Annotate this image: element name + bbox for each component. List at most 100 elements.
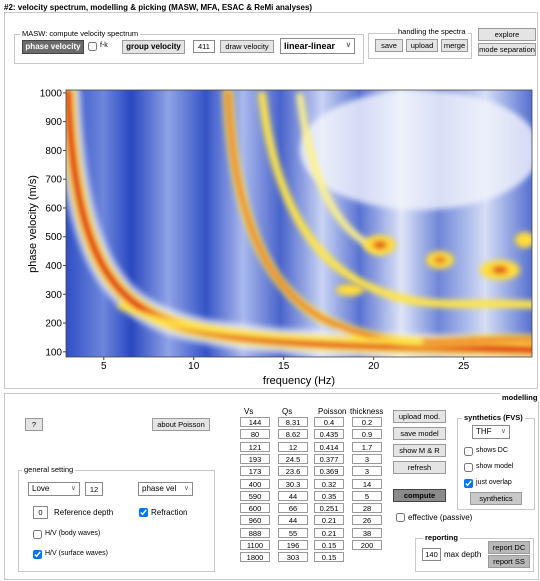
x-tick-label: 15: [278, 361, 290, 372]
model-cell[interactable]: 303: [278, 552, 308, 563]
general-setting-group: [18, 470, 215, 572]
refresh-button[interactable]: refresh: [393, 461, 446, 474]
model-cell[interactable]: 0.21: [314, 515, 344, 526]
just-overlap-checkbox[interactable]: [464, 479, 473, 488]
model-cell[interactable]: 38: [352, 527, 382, 538]
model-cell[interactable]: 1100: [240, 540, 270, 550]
group-title: reporting: [423, 533, 460, 542]
reference-depth-input[interactable]: [33, 506, 48, 519]
phase-velocity-button[interactable]: phase velocity: [22, 40, 84, 54]
model-cell[interactable]: 888: [240, 527, 270, 538]
model-cell[interactable]: 193: [240, 453, 270, 464]
checkbox-label: H/V (body waves): [45, 530, 101, 537]
model-cell[interactable]: 600: [240, 503, 270, 514]
max-depth-input[interactable]: [422, 548, 441, 561]
draw-velocity-button[interactable]: draw velocity: [220, 40, 274, 53]
model-cell[interactable]: 3: [352, 466, 382, 477]
about-poisson-button[interactable]: about Poisson: [152, 418, 210, 431]
group-title: handling the spectra: [396, 27, 468, 36]
model-cell[interactable]: 0.377: [314, 453, 344, 464]
upload-model-button[interactable]: upload mod.: [393, 410, 446, 423]
model-cell[interactable]: 0.2: [352, 417, 382, 427]
synthetics-button[interactable]: synthetics: [470, 492, 522, 505]
x-tick-label: 5: [101, 361, 107, 372]
y-tick-label: 300: [45, 290, 62, 301]
model-cell[interactable]: 1800: [240, 552, 270, 563]
model-cell[interactable]: 28: [352, 503, 382, 514]
model-cell[interactable]: 1.7: [352, 441, 382, 452]
model-cell[interactable]: 0.32: [314, 478, 344, 489]
model-cell[interactable]: 8.31: [278, 417, 308, 427]
save-button[interactable]: save: [375, 39, 403, 52]
model-cell[interactable]: 0.369: [314, 466, 344, 477]
model-cell[interactable]: 55: [278, 527, 308, 538]
model-cell[interactable]: 26: [352, 515, 382, 526]
model-cell[interactable]: 0.15: [314, 540, 344, 550]
refraction-checkbox[interactable]: [139, 508, 148, 517]
save-model-button[interactable]: save model: [393, 427, 446, 440]
y-tick-label: 500: [45, 232, 62, 243]
velocity-select[interactable]: phase vel: [138, 482, 193, 496]
model-cell[interactable]: 0.4: [314, 417, 344, 427]
model-cell[interactable]: 14: [352, 478, 382, 489]
model-cell[interactable]: 0.35: [314, 490, 344, 501]
model-cell[interactable]: 0.9: [352, 429, 382, 440]
y-tick-label: 700: [45, 175, 62, 186]
report-dc-button[interactable]: report DC: [488, 541, 530, 554]
hv-body-checkbox[interactable]: [33, 530, 42, 539]
masw-group: [14, 34, 364, 64]
model-cell[interactable]: 30.3: [278, 478, 308, 489]
model-cell[interactable]: 121: [240, 441, 270, 452]
help-button[interactable]: ?: [25, 418, 43, 431]
effective-checkbox[interactable]: [396, 513, 405, 522]
model-cell[interactable]: 960: [240, 515, 270, 526]
mode-separation-button[interactable]: mode separation: [478, 43, 536, 56]
model-cell[interactable]: 400: [240, 478, 270, 489]
model-cell[interactable]: 0.251: [314, 503, 344, 514]
group-velocity-button[interactable]: group velocity: [122, 40, 185, 54]
model-cell[interactable]: 196: [278, 540, 308, 550]
method-select[interactable]: THF: [472, 425, 510, 439]
x-tick-label: 20: [368, 361, 380, 372]
scale-select[interactable]: linear-linear: [280, 38, 355, 54]
model-cell[interactable]: 24.5: [278, 453, 308, 464]
panel-title: modelling: [500, 393, 540, 402]
model-cell[interactable]: 0.435: [314, 429, 344, 440]
hv-surface-checkbox[interactable]: [33, 550, 42, 559]
report-ss-button[interactable]: report SS: [488, 555, 530, 568]
column-header: Poisson: [318, 407, 347, 416]
spectrum-image: [66, 90, 532, 357]
upload-button[interactable]: upload: [406, 39, 438, 52]
modes-input[interactable]: [85, 482, 103, 496]
model-cell[interactable]: 66: [278, 503, 308, 514]
model-cell[interactable]: 0.414: [314, 441, 344, 452]
model-cell[interactable]: 173: [240, 466, 270, 477]
model-cell[interactable]: 144: [240, 417, 270, 427]
compute-button[interactable]: compute: [393, 489, 446, 502]
model-cell[interactable]: 0.15: [314, 552, 344, 563]
checkbox-label: Refraction: [151, 508, 188, 517]
model-cell[interactable]: 590: [240, 490, 270, 501]
merge-button[interactable]: merge: [441, 39, 468, 52]
input-label: Reference depth: [54, 508, 114, 517]
model-cell[interactable]: 44: [278, 515, 308, 526]
model-cell[interactable]: 8.62: [278, 429, 308, 440]
checkbox-label: shows DC: [476, 447, 508, 454]
model-cell[interactable]: 23.6: [278, 466, 308, 477]
checkbox-label: f-k: [100, 42, 108, 49]
model-cell[interactable]: 200: [352, 540, 382, 550]
model-cell[interactable]: 3: [352, 453, 382, 464]
samples-input[interactable]: [193, 40, 215, 53]
show-model-checkbox[interactable]: [464, 463, 473, 472]
model-cell[interactable]: 12: [278, 441, 308, 452]
model-cell[interactable]: 44: [278, 490, 308, 501]
shows-dc-checkbox[interactable]: [464, 447, 473, 456]
wave-select[interactable]: Love: [28, 482, 80, 496]
model-cell[interactable]: 0.21: [314, 527, 344, 538]
model-cell[interactable]: 80: [240, 429, 270, 440]
y-tick-label: 1000: [40, 88, 63, 99]
model-cell[interactable]: 5: [352, 490, 382, 501]
fk-checkbox[interactable]: [88, 42, 97, 51]
column-header: thickness: [350, 407, 384, 416]
show-mr-button[interactable]: show M & R: [393, 444, 446, 457]
